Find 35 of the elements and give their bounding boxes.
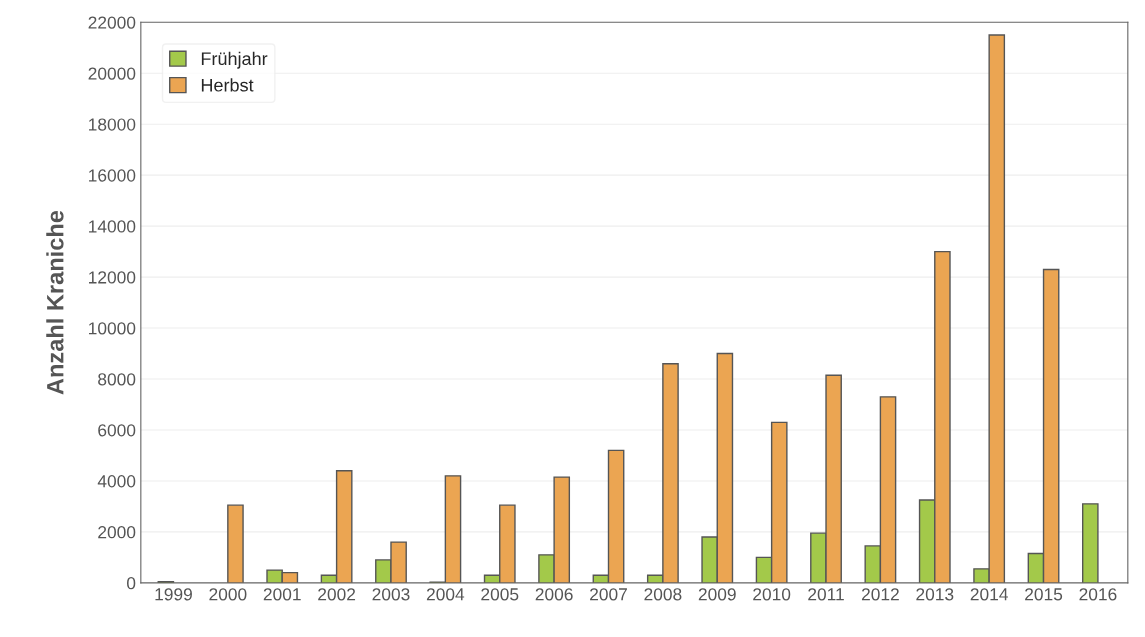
x-tick-label: 2001 xyxy=(263,588,301,601)
bar xyxy=(227,504,244,583)
x-tick-label: 2009 xyxy=(698,588,736,601)
y-tick-label: 18000 xyxy=(89,118,136,131)
y-tick-label: 10000 xyxy=(89,322,136,335)
y-tick-label: 14000 xyxy=(89,220,136,233)
x-tick-label: 2003 xyxy=(372,588,410,601)
x-tick-label: 2011 xyxy=(808,588,844,601)
x-tick-label: 2008 xyxy=(644,588,682,601)
x-tick-label: 2010 xyxy=(753,588,791,601)
legend-label: Frühjahr xyxy=(201,51,268,69)
x-tick-label: 2005 xyxy=(481,588,519,601)
legend-label: Herbst xyxy=(201,78,254,92)
x-tick-label: 2004 xyxy=(426,588,465,601)
y-axis-title: Anzahl Kraniche xyxy=(46,210,64,395)
x-tick-label: 2012 xyxy=(861,588,899,601)
y-tick-label: 0 xyxy=(127,577,136,590)
y-tick-label: 6000 xyxy=(98,424,136,437)
x-tick-label: 2016 xyxy=(1079,588,1117,601)
x-tick-label: 2015 xyxy=(1025,588,1063,601)
x-tick-label: 2007 xyxy=(590,588,627,601)
y-tick-label: 4000 xyxy=(97,475,136,488)
x-tick-label: 2006 xyxy=(535,588,573,601)
y-tick-label: 20000 xyxy=(88,67,136,80)
x-tick-label: 2002 xyxy=(318,588,356,601)
y-tick-label: 16000 xyxy=(89,169,136,182)
x-tick-label: 2014 xyxy=(970,588,1008,601)
y-tick-label: 2000 xyxy=(98,526,136,539)
x-tick-label: 2000 xyxy=(209,588,247,601)
x-tick-label: 2013 xyxy=(916,588,954,601)
y-tick-label: 22000 xyxy=(88,16,136,29)
x-tick-label: 1999 xyxy=(155,588,192,601)
y-tick-label: 12000 xyxy=(89,271,136,284)
y-tick-label: 8000 xyxy=(98,373,136,386)
bar xyxy=(1081,503,1099,583)
